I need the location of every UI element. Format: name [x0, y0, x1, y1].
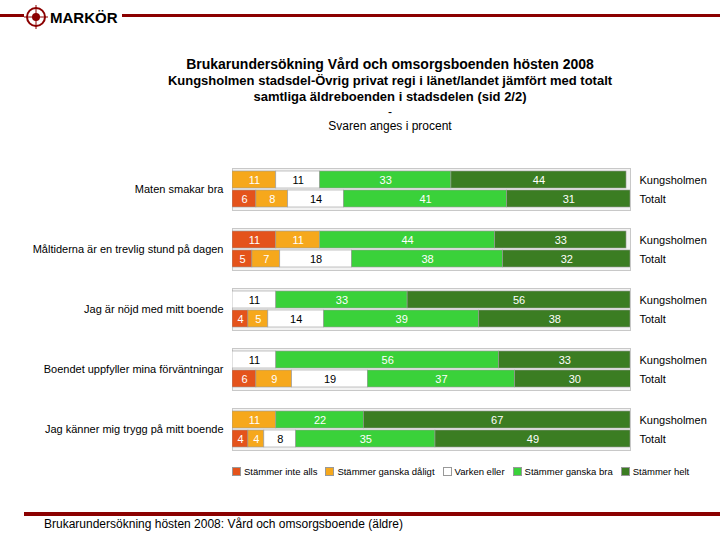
- svg-text:Kungsholmen: Kungsholmen: [640, 294, 707, 306]
- svg-text:Totalt: Totalt: [640, 193, 666, 205]
- svg-text:6: 6: [241, 373, 247, 385]
- svg-text:11: 11: [249, 234, 260, 246]
- svg-text:38: 38: [549, 313, 561, 325]
- html-text:Stämmer ganska dåligt: Stämmer ganska dåligt: [337, 466, 435, 477]
- svg-text:11: 11: [249, 354, 260, 366]
- svg-text:56: 56: [382, 354, 394, 366]
- svg-text:9: 9: [271, 373, 277, 385]
- svg-text:33: 33: [559, 354, 571, 366]
- svg-text:Totalt: Totalt: [640, 373, 666, 385]
- svg-text:49: 49: [527, 433, 539, 445]
- svg-text:Kungsholmen: Kungsholmen: [640, 174, 707, 186]
- svg-text:Måltiderna är en trevlig stund: Måltiderna är en trevlig stund på dagen: [33, 243, 224, 255]
- html-text:Kungsholmen stadsdel-Övrig pri: Kungsholmen stadsdel-Övrig privat regi i…: [167, 73, 613, 88]
- svg-text:11: 11: [292, 174, 303, 186]
- svg-text:5: 5: [239, 253, 245, 265]
- svg-text:Kungsholmen: Kungsholmen: [640, 234, 707, 246]
- svg-text:Kungsholmen: Kungsholmen: [640, 354, 707, 366]
- svg-text:5: 5: [255, 313, 261, 325]
- html-text:Brukarundersökning Vård och om: Brukarundersökning Vård och omsorgsboend…: [186, 56, 594, 72]
- svg-text:6: 6: [241, 193, 247, 205]
- svg-text:Totalt: Totalt: [640, 433, 666, 445]
- svg-text:33: 33: [336, 294, 348, 306]
- svg-text:11: 11: [249, 294, 260, 306]
- svg-text:4: 4: [237, 433, 243, 445]
- html-text:Stämmer ganska bra: Stämmer ganska bra: [524, 466, 613, 477]
- svg-text:39: 39: [396, 313, 408, 325]
- svg-text:8: 8: [269, 193, 275, 205]
- svg-text:Totalt: Totalt: [640, 313, 666, 325]
- svg-text:11: 11: [249, 414, 260, 426]
- svg-text:4: 4: [253, 433, 259, 445]
- svg-text:32: 32: [561, 253, 573, 265]
- svg-text:Kungsholmen: Kungsholmen: [640, 414, 707, 426]
- svg-text:44: 44: [533, 174, 545, 186]
- svg-text:18: 18: [310, 253, 322, 265]
- svg-text:31: 31: [563, 193, 575, 205]
- svg-text:38: 38: [421, 253, 433, 265]
- svg-text:37: 37: [435, 373, 447, 385]
- html-text:MARKÖR: MARKÖR: [50, 8, 118, 26]
- svg-text:11: 11: [249, 174, 260, 186]
- svg-text:33: 33: [380, 174, 392, 186]
- svg-text:8: 8: [277, 433, 283, 445]
- svg-text:33: 33: [555, 234, 567, 246]
- html-text:Svaren anges i procent: Svaren anges i procent: [328, 119, 452, 133]
- svg-text:44: 44: [401, 234, 413, 246]
- html-text:Stämmer inte alls: Stämmer inte alls: [244, 466, 318, 477]
- svg-text:14: 14: [290, 313, 302, 325]
- svg-text:4: 4: [237, 313, 243, 325]
- html-text:Stämmer helt: Stämmer helt: [632, 466, 690, 477]
- svg-text:Maten smakar bra: Maten smakar bra: [135, 183, 225, 195]
- svg-text:Boendet uppfyller mina förvänt: Boendet uppfyller mina förväntningar: [44, 363, 224, 375]
- svg-text:19: 19: [324, 373, 336, 385]
- svg-text:22: 22: [314, 414, 326, 426]
- svg-text:67: 67: [491, 414, 503, 426]
- svg-text:56: 56: [513, 294, 525, 306]
- html-text:Brukarundersökning hösten 2008: Brukarundersökning hösten 2008: Vård och…: [44, 517, 403, 531]
- svg-text:Jag känner mig trygg på mitt b: Jag känner mig trygg på mitt boende: [45, 423, 224, 435]
- svg-text:30: 30: [569, 373, 581, 385]
- svg-text:41: 41: [419, 193, 431, 205]
- svg-text:11: 11: [292, 234, 303, 246]
- svg-text:14: 14: [310, 193, 322, 205]
- svg-text:Jag är nöjd med mitt boende: Jag är nöjd med mitt boende: [84, 303, 223, 315]
- html-text:samtliga äldreboenden i stadsd: samtliga äldreboenden i stadsdelen (sid …: [253, 89, 527, 104]
- html-text:Varken eller: Varken eller: [454, 466, 505, 477]
- svg-text:Totalt: Totalt: [640, 253, 666, 265]
- svg-text:7: 7: [263, 253, 269, 265]
- svg-text:35: 35: [360, 433, 372, 445]
